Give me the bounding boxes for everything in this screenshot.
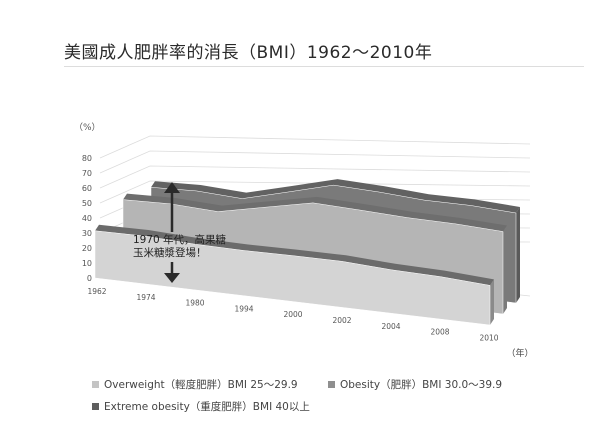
title-divider (64, 66, 584, 67)
legend-label: Obesity（肥胖）BMI 30.0～39.9 (340, 379, 503, 391)
y-tick-label: 80 (82, 154, 92, 163)
arrow-up-icon (164, 182, 180, 193)
y-tick-label: 50 (82, 199, 92, 208)
y-tick-label: 30 (82, 229, 92, 238)
x-axis-label: （年） (506, 347, 533, 359)
x-tick-label: 1980 (185, 299, 204, 308)
series-overweight-area (94, 230, 491, 326)
x-tick-label: 1974 (136, 293, 155, 302)
x-tick-label: 2004 (381, 322, 400, 331)
gridline (99, 150, 531, 174)
x-tick-label: 2008 (430, 328, 449, 337)
x-tick-label: 2002 (332, 316, 351, 325)
series-extreme-obesity-side (516, 207, 520, 303)
legend-swatch (328, 381, 335, 388)
gridline (99, 180, 531, 204)
annotation-line1: 1970 年代，高果糖 (133, 233, 227, 246)
annotation-line2: 玉米糖漿登場！ (133, 246, 207, 259)
x-tick-label: 1994 (234, 304, 253, 313)
gridline (99, 165, 531, 189)
x-tick-label: 2000 (283, 310, 302, 319)
legend-label: Extreme obesity（重度肥胖）BMI 40以上 (104, 401, 310, 413)
chart-title: 美國成人肥胖率的消長（BMI）1962～2010年 (64, 43, 433, 63)
x-tick-label: 2010 (479, 333, 498, 342)
legend-item-obesity: Obesity（肥胖）BMI 30.0～39.9 (328, 377, 502, 392)
y-tick-label: 70 (82, 169, 92, 178)
series-obesity-top (123, 193, 507, 232)
legend-item-extreme-obesity: Extreme obesity（重度肥胖）BMI 40以上 (92, 399, 310, 414)
y-tick-label: 20 (82, 244, 92, 253)
y-tick-label: 40 (82, 214, 92, 223)
legend-item-overweight: Overweight（輕度肥胖）BMI 25～29.9 (92, 377, 298, 392)
y-tick-label: 60 (82, 184, 92, 193)
arrow-down-icon (164, 273, 180, 283)
series-overweight-top (95, 224, 494, 286)
y-tick-label: 0 (87, 274, 92, 283)
legend-label: Overweight（輕度肥胖）BMI 25～29.9 (104, 379, 298, 391)
y-tick-label: 10 (82, 259, 92, 268)
series-obesity-side (503, 225, 507, 314)
legend-swatch (92, 403, 99, 410)
series-overweight-side (490, 279, 494, 325)
x-tick-label: 1962 (87, 287, 106, 296)
y-axis-label: （%） (74, 122, 101, 133)
legend-swatch (92, 381, 99, 388)
gridline (99, 135, 531, 159)
